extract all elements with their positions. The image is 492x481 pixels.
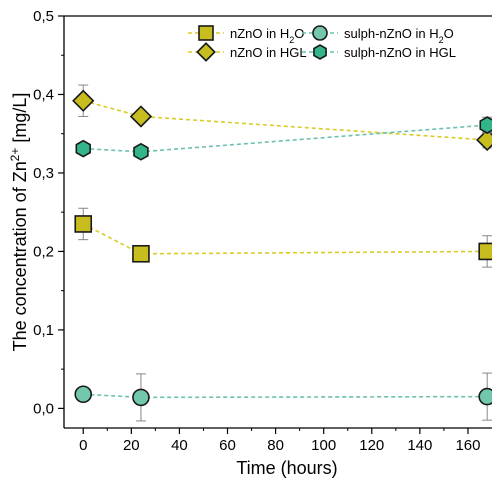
data-point	[478, 242, 492, 261]
y-tick-label: 0,0	[33, 400, 54, 417]
y-axis-title: The concentration of Zn2+ [mg/L]	[8, 93, 30, 352]
legend-label-main: nZnO in H	[230, 26, 289, 41]
data-point	[75, 139, 91, 158]
legend-entry-3: sulph-nZnO in H2O	[302, 25, 454, 45]
data-point	[129, 105, 153, 128]
data-point	[133, 142, 149, 161]
data-point	[132, 388, 150, 407]
data-point	[74, 385, 93, 404]
y-axis: 0,0 0,1 0,2 0,3 0,4 0,5	[33, 8, 64, 417]
y-axis-title-main: The concentration of Zn	[10, 161, 30, 351]
legend-label: nZnO in H2O	[230, 26, 304, 45]
legend-label-end: O	[294, 26, 304, 41]
x-tick-label: 120	[359, 437, 384, 454]
y-tick-label: 0,3	[33, 165, 54, 182]
legend-label-main: nZnO in HGL	[230, 45, 307, 60]
legend-label-end: O	[444, 26, 454, 41]
x-tick-label: 100	[311, 437, 336, 454]
legend-entry-4: sulph-nZnO in HGL	[302, 44, 456, 60]
data-point	[72, 89, 95, 112]
x-axis: 0 20 40 60 80 100 120 140 160	[79, 428, 480, 454]
legend-marker	[312, 25, 328, 41]
data-point	[132, 244, 150, 263]
series-1	[74, 207, 492, 268]
data-point	[478, 387, 492, 406]
x-tick-label: 40	[171, 437, 188, 454]
legend-label: nZnO in HGL	[230, 45, 307, 60]
x-axis-title: Time (hours)	[236, 458, 337, 478]
x-tick-label: 140	[407, 437, 432, 454]
plot-frame	[63, 15, 492, 429]
x-tick-label: 80	[267, 437, 284, 454]
data-point	[479, 116, 492, 135]
legend-entry-2: nZnO in HGL	[188, 42, 307, 62]
x-tick-label: 0	[79, 437, 87, 454]
x-tick-label: 60	[219, 437, 236, 454]
y-axis-title-unit: [mg/L]	[10, 93, 30, 148]
data-point	[476, 128, 492, 152]
legend-label-subscript: 2	[439, 35, 444, 45]
legend-label: sulph-nZnO in H2O	[344, 26, 454, 45]
y-tick-label: 0,1	[33, 322, 54, 339]
legend-label-subscript: 2	[289, 35, 294, 45]
legend-label-main: sulph-nZnO in H	[344, 26, 439, 41]
x-tick-label: 160	[455, 437, 480, 454]
x-tick-label: 20	[123, 437, 140, 454]
legend-marker	[196, 42, 216, 62]
data-point	[74, 215, 93, 233]
y-tick-label: 0,5	[33, 8, 54, 25]
y-axis-title-superscript: 2+	[8, 148, 22, 162]
y-tick-label: 0,4	[33, 86, 54, 103]
series-4	[75, 116, 492, 161]
series-2	[72, 84, 492, 152]
legend-marker	[313, 44, 327, 60]
y-tick-label: 0,2	[33, 243, 54, 260]
series-3	[74, 372, 492, 422]
legend-entry-1: nZnO in H2O	[188, 25, 304, 45]
series-layer	[72, 84, 492, 422]
legend-label-main: sulph-nZnO in HGL	[344, 45, 456, 60]
legend-label: sulph-nZnO in HGL	[344, 45, 456, 60]
legend-marker	[198, 25, 214, 41]
